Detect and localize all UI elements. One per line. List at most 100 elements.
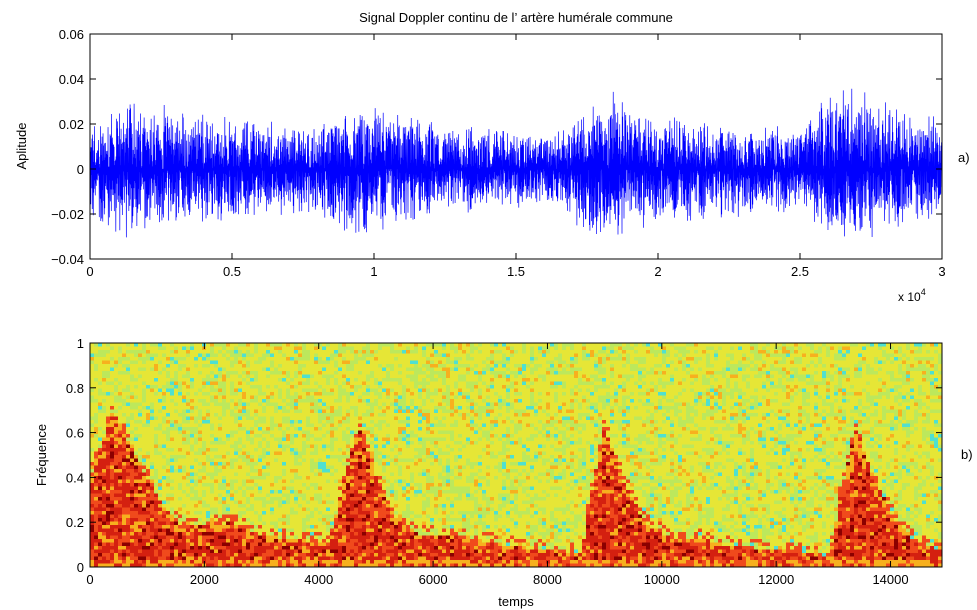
spectrogram-cell	[318, 532, 323, 536]
spectrogram-cell	[170, 549, 175, 554]
spectrogram-cell	[294, 525, 299, 529]
spectrogram-cell	[286, 427, 291, 431]
spectrogram-cell	[126, 371, 131, 375]
spectrogram-cell	[118, 500, 123, 505]
spectrogram-cell	[366, 409, 371, 414]
spectrogram-cell	[302, 346, 307, 351]
spectrogram-cell	[114, 353, 119, 358]
spectrogram-cell	[242, 346, 247, 351]
spectrogram-cell	[286, 420, 291, 424]
spectrogram-cell	[94, 360, 99, 365]
spectrogram-cell	[158, 535, 163, 540]
spectrogram-cell	[326, 514, 331, 519]
spectrogram-cell	[222, 486, 227, 491]
y-tick-label: 0.04	[59, 72, 84, 87]
spectrogram-cell	[314, 518, 319, 522]
spectrogram-cell	[110, 367, 115, 372]
spectrogram-cell	[258, 434, 263, 438]
spectrogram-cell	[390, 413, 395, 417]
spectrogram-cell	[254, 493, 259, 498]
spectrogram-cell	[394, 437, 399, 442]
spectrogram-cell	[294, 392, 299, 396]
spectrogram-cell	[286, 465, 291, 470]
spectrogram-cell	[342, 483, 347, 487]
spectrogram-cell	[154, 350, 159, 354]
spectrogram-cell	[246, 549, 251, 554]
spectrogram-cell	[174, 451, 179, 456]
spectrogram-cell	[178, 563, 183, 568]
spectrogram-cell	[210, 441, 215, 445]
spectrogram-cell	[154, 549, 159, 554]
spectrogram-cell	[178, 395, 183, 400]
spectrogram-cell	[342, 518, 347, 522]
spectrogram-cell	[206, 528, 211, 533]
spectrogram-cell	[310, 469, 315, 473]
spectrogram-cell	[250, 458, 255, 463]
spectrogram-cell	[166, 553, 171, 557]
spectrogram-cell	[182, 497, 187, 501]
spectrogram-cell	[382, 413, 387, 417]
spectrogram-cell	[110, 528, 115, 533]
spectrogram-cell	[282, 427, 287, 431]
spectrogram-cell	[318, 364, 323, 368]
spectrogram-cell	[90, 353, 95, 358]
spectrogram-cell	[274, 528, 279, 533]
spectrogram-cell	[158, 500, 163, 505]
spectrogram-cell	[182, 549, 187, 554]
spectrogram-cell	[266, 532, 271, 536]
spectrogram-cell	[290, 364, 295, 368]
spectrogram-cell	[378, 399, 383, 403]
spectrogram-cell	[390, 378, 395, 382]
spectrogram-cell	[362, 374, 367, 379]
spectrogram-cell	[142, 455, 147, 459]
spectrogram-cell	[170, 479, 175, 484]
spectrogram-cell	[222, 549, 227, 554]
spectrogram-cell	[286, 518, 291, 522]
spectrogram-cell	[298, 556, 303, 561]
spectrogram-cell	[202, 469, 207, 473]
spectrogram-cell	[110, 434, 115, 438]
spectrogram-cell	[226, 399, 231, 403]
spectrogram-cell	[378, 539, 383, 543]
spectrogram-cell	[102, 472, 107, 477]
spectrogram-cell	[206, 371, 211, 375]
spectrogram-cell	[262, 532, 267, 536]
spectrogram-cell	[106, 350, 111, 354]
spectrogram-cell	[290, 500, 295, 505]
spectrogram-cell	[286, 553, 291, 557]
spectrogram-cell	[390, 360, 395, 365]
spectrogram-cell	[350, 406, 355, 410]
spectrogram-cell	[202, 507, 207, 512]
spectrogram-cell	[338, 430, 343, 435]
spectrogram-cell	[318, 497, 323, 501]
spectrogram-cell	[330, 402, 335, 407]
spectrogram-cell	[270, 486, 275, 491]
spectrogram-cell	[198, 346, 203, 351]
spectrogram-cell	[330, 493, 335, 498]
spectrogram-cell	[298, 385, 303, 389]
spectrogram-cell	[354, 388, 359, 393]
spectrogram-cell	[102, 504, 107, 508]
spectrogram-cell	[390, 371, 395, 375]
spectrogram-cell	[318, 455, 323, 459]
spectrogram-cell	[94, 346, 99, 351]
spectrogram-cell	[358, 395, 363, 400]
spectrogram-cell	[198, 441, 203, 445]
spectrogram-cell	[370, 465, 375, 470]
spectrogram-cell	[210, 392, 215, 396]
spectrogram-cell	[254, 507, 259, 512]
spectrogram-cell	[198, 563, 203, 568]
spectrogram-cell	[170, 556, 175, 561]
spectrogram-cell	[178, 511, 183, 515]
spectrogram-cell	[174, 374, 179, 379]
spectrogram-cell	[258, 343, 263, 347]
spectrogram-cell	[234, 539, 239, 543]
spectrogram-cell	[310, 493, 315, 498]
spectrogram-cell	[378, 514, 383, 519]
spectrogram-cell	[182, 392, 187, 396]
spectrogram-cell	[350, 497, 355, 501]
spectrogram-cell	[134, 504, 139, 508]
spectrogram-cell	[330, 434, 335, 438]
spectrogram-cell	[310, 434, 315, 438]
spectrogram-cell	[234, 346, 239, 351]
